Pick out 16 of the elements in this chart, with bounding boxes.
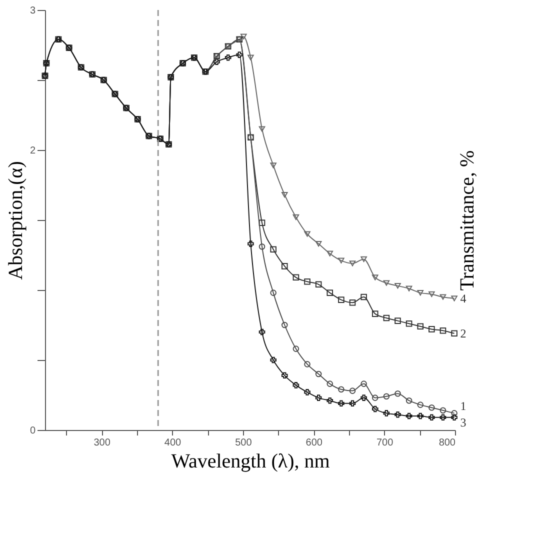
- y-tick-label: 2: [30, 146, 36, 156]
- y-tick-label: 0: [30, 426, 36, 436]
- x-tick-label: 300: [94, 438, 111, 448]
- x-tick-label: 600: [306, 438, 323, 448]
- y-tick-label: 3: [30, 6, 36, 16]
- x-tick-label: 500: [235, 438, 252, 448]
- series-label: 2: [460, 326, 466, 340]
- x-tick-label: 700: [376, 438, 394, 448]
- y2-axis-title: Transmittance, %: [456, 150, 478, 291]
- series-label: 4: [460, 291, 466, 306]
- series-label: 1: [460, 399, 466, 414]
- series-label: 3: [460, 415, 466, 430]
- x-axis-title: Wavelength (λ), nm: [171, 450, 330, 472]
- y-axis-title: Absorption,(α): [4, 161, 27, 280]
- x-tick-label: 800: [438, 438, 456, 448]
- x-tick-label: 400: [164, 438, 182, 448]
